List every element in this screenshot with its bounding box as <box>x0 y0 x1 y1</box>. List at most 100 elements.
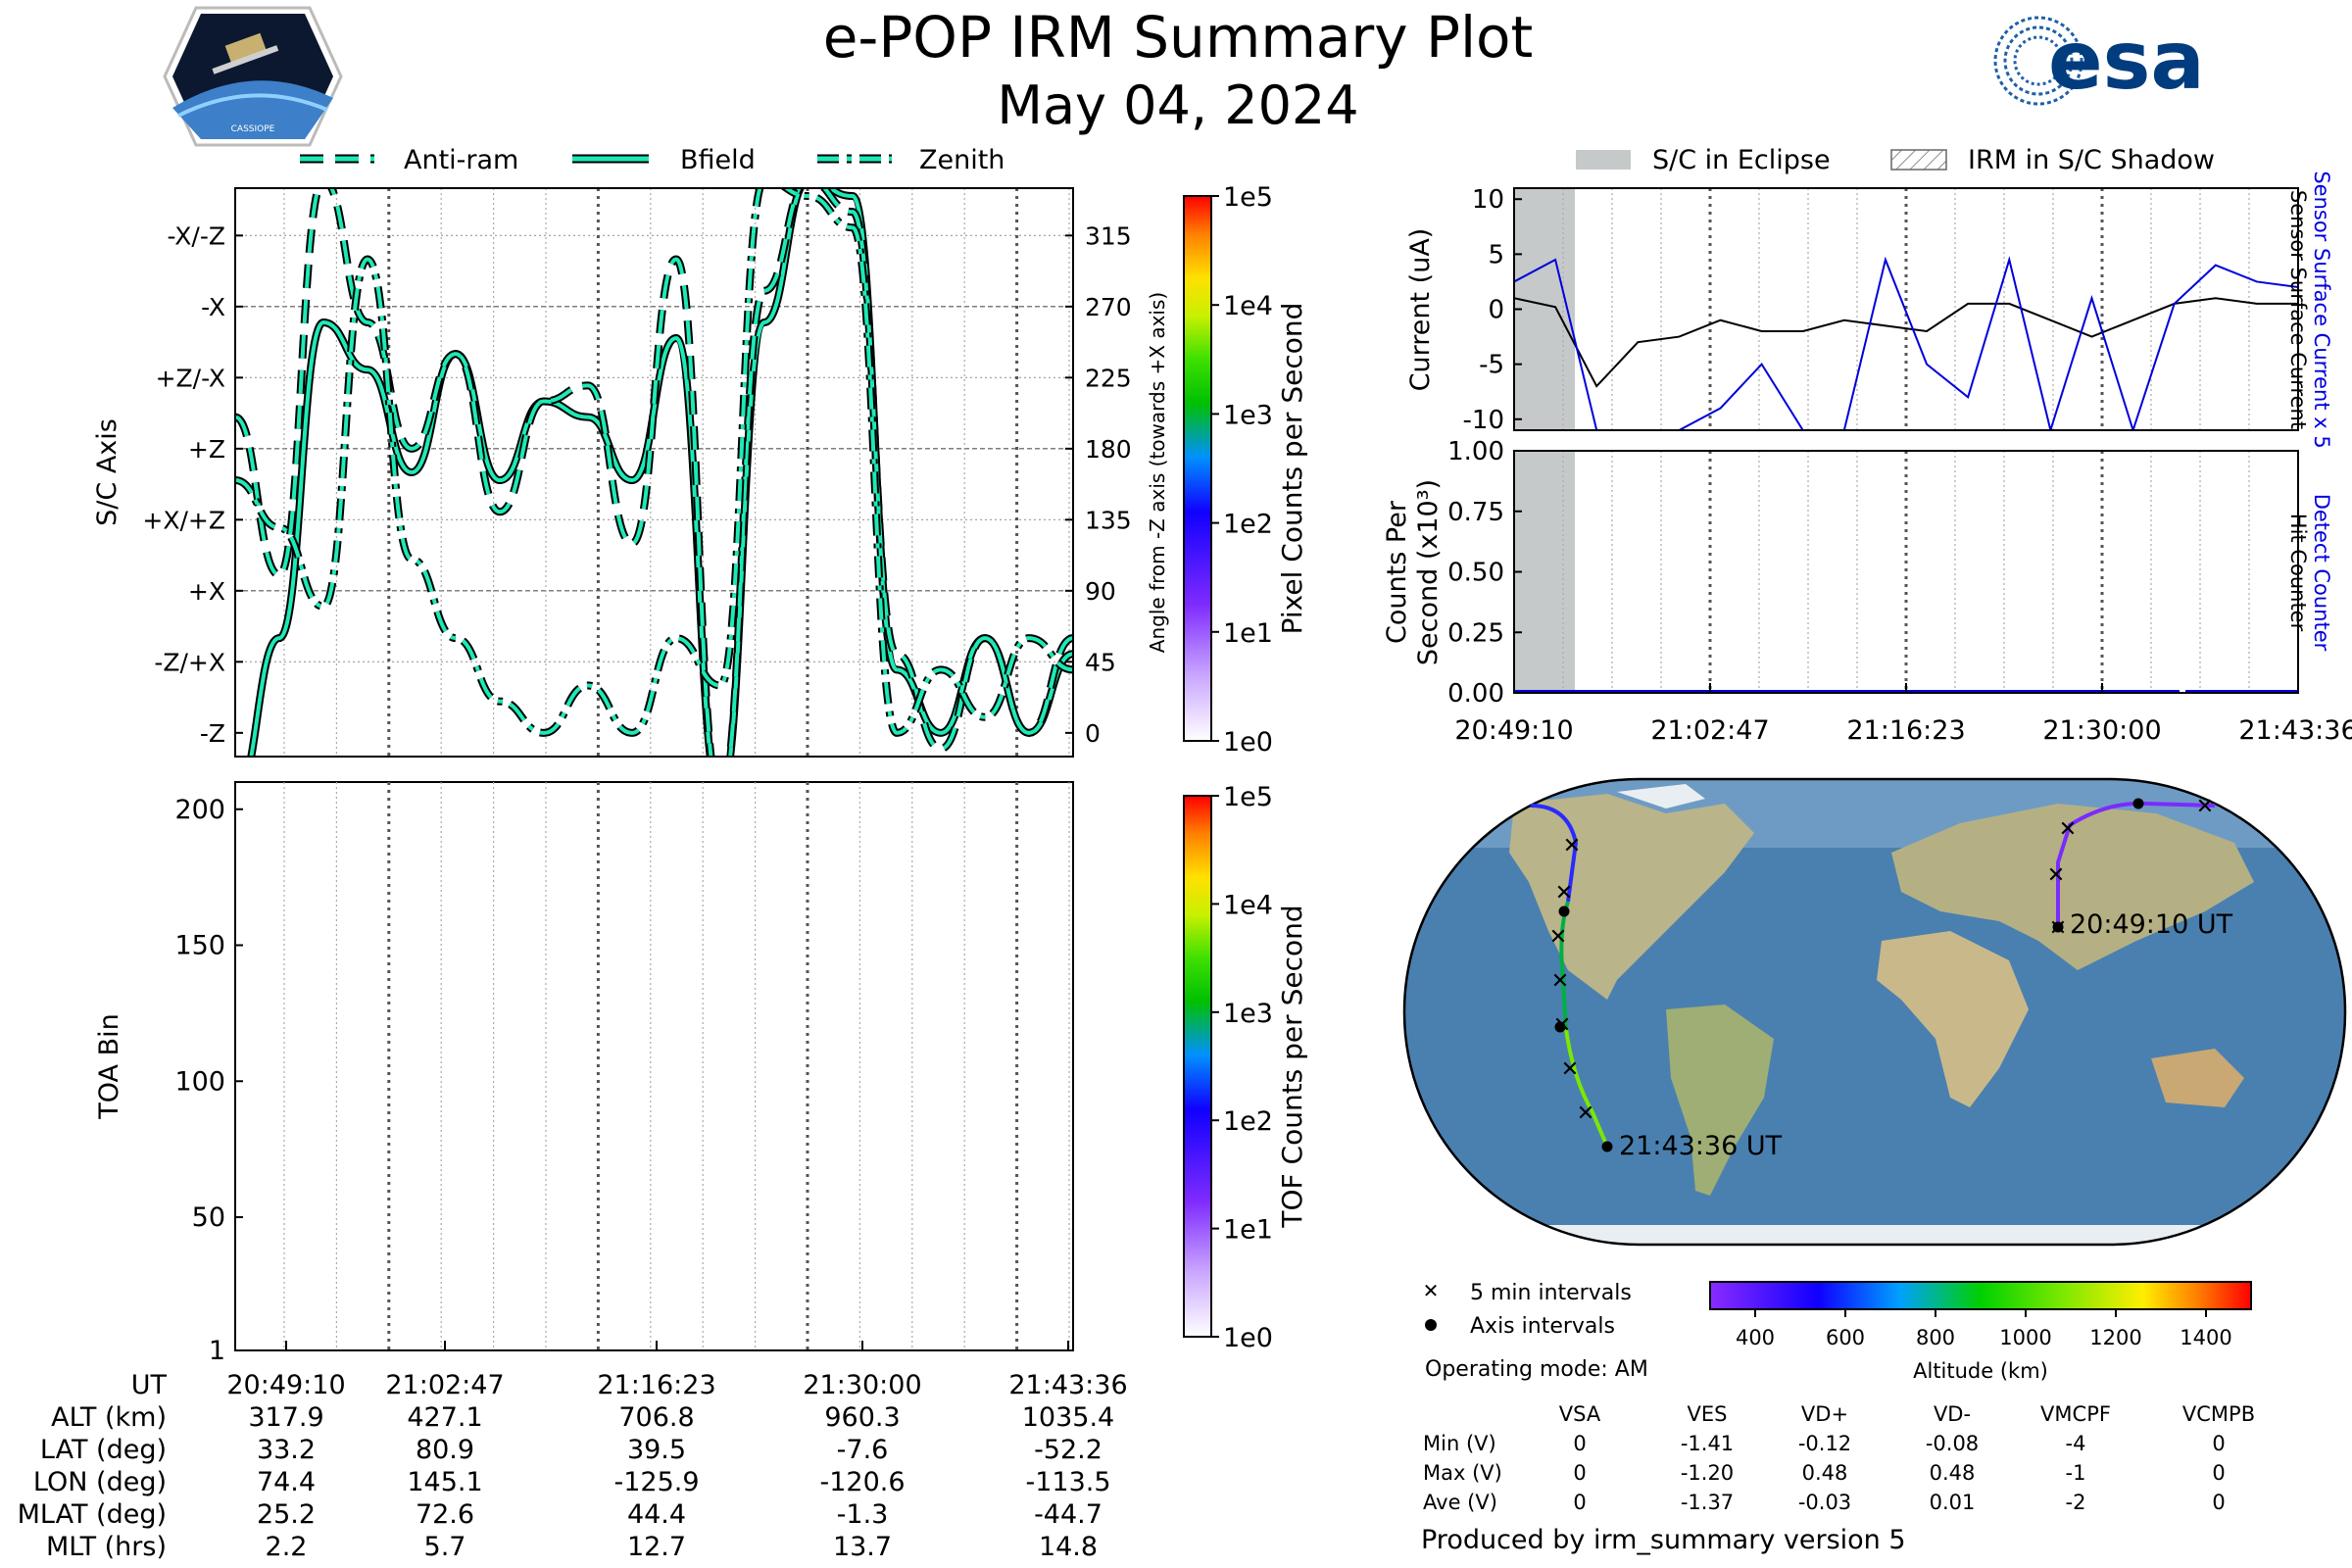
voltage-cell: 0 <box>1573 1491 1586 1514</box>
counts-panel-yticks: 1.00 0.75 0.50 0.25 0.00 <box>1447 437 1522 709</box>
angle-tick-label: 225 <box>1085 364 1132 392</box>
axis-interval-marker <box>1554 1021 1566 1033</box>
altitude-tick-label: 600 <box>1826 1326 1865 1349</box>
counts-panel-right-blue-label: Detect Counter <box>2310 494 2333 652</box>
counts-panel-grid <box>1562 451 2250 693</box>
counts-xtick-label: 21:43:36 <box>2238 715 2352 746</box>
orbit-row-label: MLT (hrs) <box>46 1532 167 1562</box>
ground-track-segment <box>1564 1028 1609 1148</box>
current-line <box>1514 297 2298 388</box>
colorbar-tick-label: 1e3 <box>1223 999 1273 1029</box>
operating-mode: Operating mode: AM <box>1425 1357 1648 1382</box>
voltage-cell: -4 <box>2066 1432 2086 1455</box>
current-x5-line <box>1514 256 2298 430</box>
colorbar-tick-label: 1e1 <box>1223 618 1273 649</box>
counts-tick-label: 0.25 <box>1447 618 1504 648</box>
colorbar-tick-label: 1e5 <box>1223 782 1273 812</box>
axis-tick-label: +Z <box>188 435 225 464</box>
orbit-cell: 960.3 <box>824 1402 900 1433</box>
five-minute-marker: ✕ <box>1551 969 1569 994</box>
colorbar-tick-label: 1e4 <box>1223 890 1273 920</box>
orbit-cell: 21:16:23 <box>597 1370 715 1400</box>
ground-track-map: ✕✕✕✕✕✕✕✕✕✕✕ 20:49:10 UT 21:43:36 UT <box>1402 777 2347 1247</box>
orbit-cell: 21:43:36 <box>1008 1370 1127 1400</box>
axis-tick-label: +Z/-X <box>156 364 225 392</box>
landmass-africa <box>1877 931 2029 1107</box>
five-minute-marker: ✕ <box>2047 863 2065 888</box>
five-minute-marker: ✕ <box>1549 925 1567 950</box>
current-panel-lines <box>1514 256 2298 430</box>
eclipse-region <box>1514 188 1575 430</box>
landmass-north-america <box>1509 794 1754 1000</box>
counts-panel-ylabel-1: Counts Per <box>1382 500 1412 644</box>
orbit-row-label: ALT (km) <box>51 1402 167 1433</box>
toa-tick-label: 100 <box>174 1066 225 1097</box>
landmass-greenland <box>1617 784 1705 808</box>
current-tick-label: 5 <box>1488 240 1504 270</box>
orbit-cell: 317.9 <box>248 1402 323 1433</box>
orbit-cell: -113.5 <box>1025 1467 1110 1497</box>
landmass-antarctica <box>1460 1225 2283 1245</box>
voltage-cell: -1.41 <box>1681 1432 1734 1455</box>
orbit-row-label: MLAT (deg) <box>18 1499 167 1530</box>
axis-panel: -X/-Z 315 -X 270 +Z/-X 225 +Z 180 +X/+Z 135 +X 90 -Z… <box>92 187 1169 758</box>
orbit-cell: 1035.4 <box>1022 1402 1114 1433</box>
altitude-tick-label: 1000 <box>1999 1326 2051 1349</box>
ground-track-segment <box>1530 804 1579 903</box>
voltage-cell: 0 <box>2212 1432 2225 1455</box>
orbit-cell: 12.7 <box>627 1532 686 1562</box>
orbit-cell: 706.8 <box>618 1402 694 1433</box>
orbit-cell: 44.4 <box>627 1499 686 1530</box>
voltage-cell: 0 <box>1573 1461 1586 1485</box>
legend-zenith-label: Zenith <box>919 145 1004 175</box>
angle-tick-label: 135 <box>1085 506 1132 534</box>
angle-tick-label: 180 <box>1085 435 1132 464</box>
legend-shadow-label: IRM in S/C Shadow <box>1968 145 2215 175</box>
legend-5min-label: 5 min intervals <box>1470 1281 1632 1305</box>
five-minute-marker: ✕ <box>1563 834 1581 858</box>
altitude-colorbar-ticks: 400 600 800 1000 1200 1400 <box>1736 1309 2232 1349</box>
counts-panel-xticks: 20:49:10 21:02:47 21:16:23 21:30:00 21:43:36 <box>1454 683 2352 746</box>
voltage-table: VSA VES VD+ VD- VMCPF VCMPB Min (V) 0 -1.41 -0.12… <box>1423 1402 2255 1514</box>
orbit-cell: 21:02:47 <box>385 1370 504 1400</box>
dot-marker-icon <box>1425 1319 1437 1331</box>
orbit-cell: -1.3 <box>837 1499 889 1530</box>
orbit-cell: 80.9 <box>416 1435 474 1465</box>
axis-panel-yticks: -X/-Z 315 -X 270 +Z/-X 225 +Z 180 +X/+Z 135 +X 90 -Z… <box>142 221 1132 747</box>
orbit-cell: 145.1 <box>407 1467 482 1497</box>
map-legend: ✕ 5 min intervals Axis intervals Operati… <box>1423 1279 1648 1382</box>
orbit-cell: 14.8 <box>1039 1532 1098 1562</box>
footer-text: Produced by irm_summary version 5 <box>1421 1525 1906 1555</box>
orbit-cell: 20:49:10 <box>226 1370 345 1400</box>
landmass-south-america <box>1666 1004 1774 1196</box>
counts-tick-label: 0.75 <box>1447 498 1504 527</box>
cassiope-logo: CASSIOPE <box>163 6 343 147</box>
voltage-cell: 0.48 <box>1930 1461 1976 1485</box>
angle-tick-label: 270 <box>1085 293 1132 321</box>
colorbar-tick-label: 1e2 <box>1223 510 1273 540</box>
five-minute-marker: ✕ <box>2059 817 2077 842</box>
altitude-colorbar: 400 600 800 1000 1200 1400 Altitude (km) <box>1709 1281 2252 1383</box>
colorbar-tick-label: 1e0 <box>1223 1323 1273 1353</box>
voltage-cell: 0.01 <box>1930 1491 1976 1514</box>
legend-antiram-label: Anti-ram <box>404 145 518 175</box>
five-minute-marker: ✕ <box>1577 1102 1594 1126</box>
altitude-colorbar-label: Altitude (km) <box>1913 1359 2048 1383</box>
orbit-cell: -120.6 <box>819 1467 905 1497</box>
axis-interval-marker <box>1558 906 1570 917</box>
colorbar-tick-label: 1e3 <box>1223 400 1273 430</box>
counts-xtick-label: 21:30:00 <box>2042 715 2161 746</box>
orbit-cell: -7.6 <box>837 1435 889 1465</box>
voltage-column-header: VCMPB <box>2182 1402 2255 1426</box>
legend-axis-label: Axis intervals <box>1470 1314 1615 1339</box>
axis-panel-ylabel: S/C Axis <box>92 418 122 526</box>
trace-legend: Anti-ram Bfield Zenith <box>300 145 1004 175</box>
voltage-cell: 0 <box>2212 1461 2225 1485</box>
orbit-row-label: LAT (deg) <box>40 1435 167 1465</box>
voltage-column-header: VES <box>1688 1402 1728 1426</box>
orbit-cell: 39.5 <box>627 1435 686 1465</box>
voltage-cell: -1.37 <box>1681 1491 1734 1514</box>
map-end-label: 21:43:36 UT <box>1619 1131 1783 1161</box>
altitude-tick-label: 800 <box>1916 1326 1955 1349</box>
